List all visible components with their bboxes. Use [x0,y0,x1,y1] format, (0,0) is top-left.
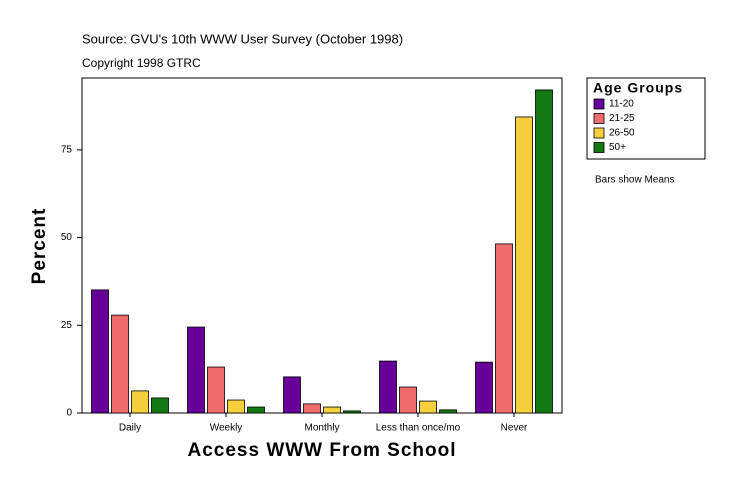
bar [91,289,109,414]
bar [399,386,417,414]
legend-swatch [593,127,605,139]
y-tick-label: 75 [61,145,73,156]
bar [303,403,321,414]
bar [247,406,265,414]
legend-swatch [593,113,605,124]
y-tick-label: 25 [61,320,73,331]
y-tick-label: 0 [66,408,72,419]
bar [111,314,129,414]
bar [419,400,437,414]
legend-label: 21-25 [609,113,635,124]
x-tick-label: Never [501,423,528,434]
bar [343,410,361,414]
chart-title: Source: GVU's 10th WWW User Survey (Octo… [82,31,403,46]
x-axis-label: Access WWW From School [187,440,456,461]
x-tick-label: Daily [119,423,141,434]
bar [379,360,397,414]
legend-title: Age Groups [593,80,683,96]
bar [283,376,301,414]
x-tick-label: Less than once/mo [376,423,461,434]
legend-swatch [593,142,605,153]
bar [495,243,513,414]
bar [475,361,493,414]
bar [227,399,245,414]
bar [323,406,341,414]
legend-box [586,77,706,160]
legend-label: 26-50 [609,128,635,139]
bar [151,397,169,414]
bar [187,326,205,414]
legend-label: 50+ [609,142,626,153]
legend-label: 11-20 [609,99,634,110]
legend-swatch [593,98,605,110]
bar [535,89,553,414]
x-tick-label: Monthly [304,423,339,434]
bar [207,366,225,414]
y-axis-label: Percent [29,208,50,285]
annotation: Bars show Means [595,175,674,186]
bar [515,116,533,414]
y-tick-label: 50 [61,232,73,243]
bar [439,409,457,414]
x-tick-label: Weekly [210,423,243,434]
chart-subtitle: Copyright 1998 GTRC [82,56,201,70]
bar [131,390,149,414]
